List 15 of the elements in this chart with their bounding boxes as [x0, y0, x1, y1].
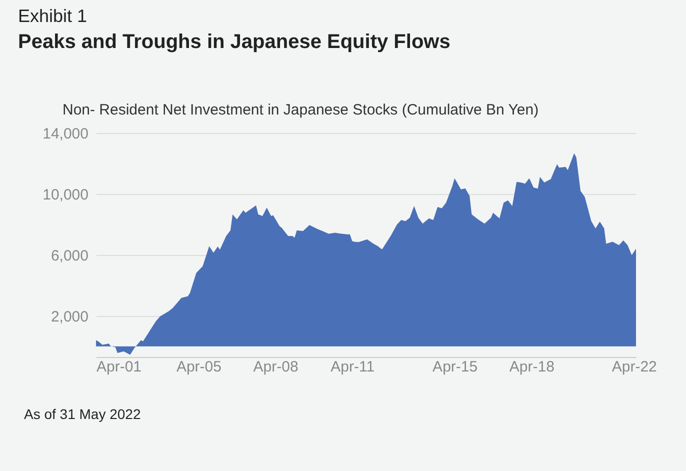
y-tick-label: 6,000	[50, 247, 88, 264]
x-tick-label: Apr-22	[612, 358, 657, 376]
x-tick-label: Apr-11	[330, 358, 375, 376]
text: As of 31 May 2022	[24, 405, 141, 424]
y-tick-label: 10,000	[42, 186, 88, 204]
y-tick-label: 14,000	[42, 126, 88, 142]
x-tick-label: Apr-01	[96, 358, 142, 376]
y-tick-label: 2,000	[50, 308, 88, 326]
x-tick-label: Apr-15	[432, 358, 478, 376]
x-tick-label: Apr-05	[176, 358, 222, 376]
x-tick-label: Apr-18	[509, 358, 554, 376]
chart-title: Exhibit 1	[18, 6, 88, 26]
x-tick-label: Apr-08	[253, 358, 298, 376]
y-axis-title: Non- Resident Net Investment in Japanese Stocks (Cumulative Bn Yen)	[62, 102, 539, 118]
chart-subtitle: Peaks and Troughs in Japanese Equity Flows	[18, 31, 450, 53]
